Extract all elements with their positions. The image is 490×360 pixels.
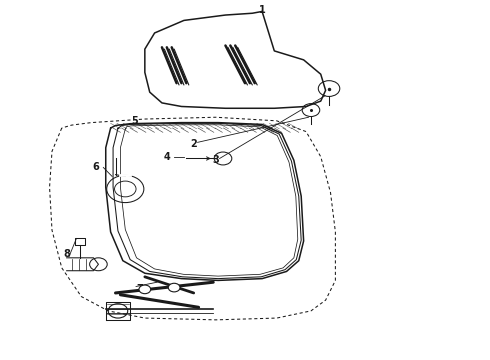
Text: 1: 1 xyxy=(259,5,266,15)
Circle shape xyxy=(139,285,151,294)
Text: 2: 2 xyxy=(190,139,197,149)
Text: 6: 6 xyxy=(93,162,99,172)
Text: 5: 5 xyxy=(132,116,139,126)
Text: 7: 7 xyxy=(137,284,143,294)
Text: 3: 3 xyxy=(212,155,219,165)
Text: 8: 8 xyxy=(63,248,70,258)
Circle shape xyxy=(168,283,180,292)
Text: 4: 4 xyxy=(164,152,170,162)
